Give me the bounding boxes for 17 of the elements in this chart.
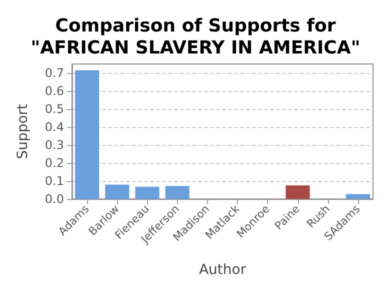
bar <box>135 186 160 199</box>
y-tick-label: 0.4 <box>44 120 64 134</box>
y-axis-title: Support <box>15 103 31 160</box>
y-tick-label: 0.5 <box>44 102 64 116</box>
chart-title: Comparison of Supports for "AFRICAN SLAVERY IN AMERICA" <box>30 16 360 58</box>
bar <box>105 184 130 199</box>
bar <box>346 194 370 199</box>
y-tick-label: 0.7 <box>44 66 64 80</box>
y-tick-label: 0.2 <box>44 156 64 170</box>
y-tick-label: 0.6 <box>44 84 64 98</box>
bar <box>286 185 310 199</box>
y-tick-label: 0.0 <box>44 192 64 206</box>
y-tick-label: 0.3 <box>44 138 64 152</box>
x-axis-title: Author <box>198 262 246 278</box>
bar <box>165 186 190 199</box>
y-tick-label: 0.1 <box>44 174 64 188</box>
bar <box>75 70 100 199</box>
